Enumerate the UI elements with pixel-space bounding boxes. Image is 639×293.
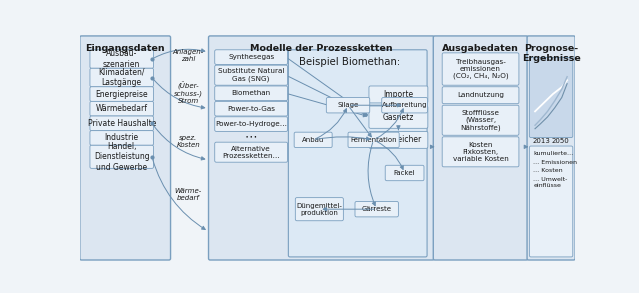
Text: Industrie: Industrie: [105, 133, 139, 142]
FancyBboxPatch shape: [442, 105, 519, 135]
Text: Synthesegas: Synthesegas: [228, 54, 274, 60]
Text: … Kosten: … Kosten: [534, 168, 563, 173]
FancyBboxPatch shape: [208, 36, 434, 260]
Text: Eingangsdaten: Eingangsdaten: [86, 44, 165, 53]
FancyBboxPatch shape: [442, 137, 519, 167]
Text: … Emissionen: … Emissionen: [534, 160, 577, 165]
FancyBboxPatch shape: [369, 106, 428, 128]
FancyBboxPatch shape: [288, 50, 427, 257]
Text: Power-to-Hydroge…: Power-to-Hydroge…: [215, 121, 287, 127]
Text: Wärmebedarf: Wärmebedarf: [96, 104, 148, 113]
FancyBboxPatch shape: [90, 87, 153, 101]
FancyBboxPatch shape: [215, 86, 288, 100]
Text: … Umwelt-
einflüsse: … Umwelt- einflüsse: [534, 177, 567, 188]
FancyBboxPatch shape: [327, 98, 370, 113]
Text: 2013: 2013: [532, 138, 550, 144]
FancyBboxPatch shape: [381, 98, 427, 113]
Text: Klimadaten/
Lastgänge: Klimadaten/ Lastgänge: [98, 68, 145, 87]
Text: Landnutzung: Landnutzung: [457, 92, 504, 98]
Text: (Über-
schuss-)
Strom: (Über- schuss-) Strom: [174, 81, 203, 104]
Text: Wärme-
bedarf: Wärme- bedarf: [174, 188, 202, 201]
Text: Anbau: Anbau: [302, 137, 325, 143]
Text: Stoffflüsse
(Wasser,
Nährstoffe): Stoffflüsse (Wasser, Nährstoffe): [460, 110, 501, 131]
Text: Fackel: Fackel: [394, 170, 415, 176]
FancyBboxPatch shape: [215, 65, 288, 85]
Text: spez.
Kosten: spez. Kosten: [176, 135, 200, 148]
Text: Fermentation: Fermentation: [350, 137, 397, 143]
FancyBboxPatch shape: [90, 68, 153, 87]
Text: Power-to-Gas: Power-to-Gas: [227, 106, 275, 112]
FancyBboxPatch shape: [215, 50, 288, 64]
Text: Düngemittel-
produktion: Düngemittel- produktion: [296, 203, 343, 216]
Text: Biomethan: Biomethan: [231, 90, 271, 96]
Text: Aufbereitung: Aufbereitung: [382, 102, 427, 108]
Text: ⋯: ⋯: [245, 130, 258, 143]
Text: Private Haushalte: Private Haushalte: [88, 119, 156, 128]
FancyBboxPatch shape: [90, 131, 153, 145]
FancyBboxPatch shape: [527, 36, 575, 260]
Text: Importe: Importe: [383, 90, 413, 99]
FancyBboxPatch shape: [295, 198, 343, 221]
Text: Gasspeicher: Gasspeicher: [375, 135, 422, 144]
Text: Beispiel Biomethan:: Beispiel Biomethan:: [300, 57, 401, 67]
FancyBboxPatch shape: [529, 57, 573, 138]
FancyBboxPatch shape: [355, 202, 398, 217]
FancyBboxPatch shape: [348, 132, 399, 148]
FancyBboxPatch shape: [90, 145, 153, 168]
Text: Prognose-
Ergebnisse: Prognose- Ergebnisse: [521, 44, 580, 63]
Text: Alternative
Prozessketten…: Alternative Prozessketten…: [222, 146, 280, 159]
FancyBboxPatch shape: [433, 36, 528, 260]
Text: Gärreste: Gärreste: [362, 206, 392, 212]
FancyBboxPatch shape: [215, 101, 288, 116]
FancyBboxPatch shape: [385, 165, 424, 181]
Text: Modelle der Prozessketten: Modelle der Prozessketten: [250, 44, 392, 53]
Text: Ausbau-
szenarien: Ausbau- szenarien: [103, 49, 141, 69]
FancyBboxPatch shape: [90, 116, 153, 131]
Text: Substitute Natural
Gas (SNG): Substitute Natural Gas (SNG): [218, 69, 284, 82]
FancyBboxPatch shape: [442, 53, 519, 85]
FancyBboxPatch shape: [80, 36, 171, 260]
Text: Silage: Silage: [337, 102, 358, 108]
Text: Anlagen-
zahl: Anlagen- zahl: [173, 49, 204, 62]
FancyBboxPatch shape: [442, 87, 519, 104]
FancyBboxPatch shape: [294, 132, 332, 148]
FancyBboxPatch shape: [90, 101, 153, 116]
FancyBboxPatch shape: [215, 117, 288, 131]
FancyBboxPatch shape: [529, 146, 573, 257]
FancyBboxPatch shape: [215, 142, 288, 162]
Text: Ausgabedaten: Ausgabedaten: [442, 44, 519, 53]
Text: kumulierte…: kumulierte…: [534, 151, 573, 156]
Text: Kosten
Fixkosten,
variable Kosten: Kosten Fixkosten, variable Kosten: [452, 142, 509, 162]
FancyBboxPatch shape: [90, 50, 153, 68]
Text: Treibhausgas-
emissionen
(CO₂, CH₄, N₂O): Treibhausgas- emissionen (CO₂, CH₄, N₂O): [453, 59, 509, 79]
FancyBboxPatch shape: [369, 131, 428, 148]
Text: Energiepreise: Energiepreise: [95, 90, 148, 98]
Text: Handel,
Dienstleistung
und Gewerbe: Handel, Dienstleistung und Gewerbe: [94, 142, 150, 172]
Text: 2050: 2050: [552, 138, 570, 144]
Text: Gasnetz: Gasnetz: [383, 113, 414, 122]
FancyBboxPatch shape: [369, 86, 428, 103]
